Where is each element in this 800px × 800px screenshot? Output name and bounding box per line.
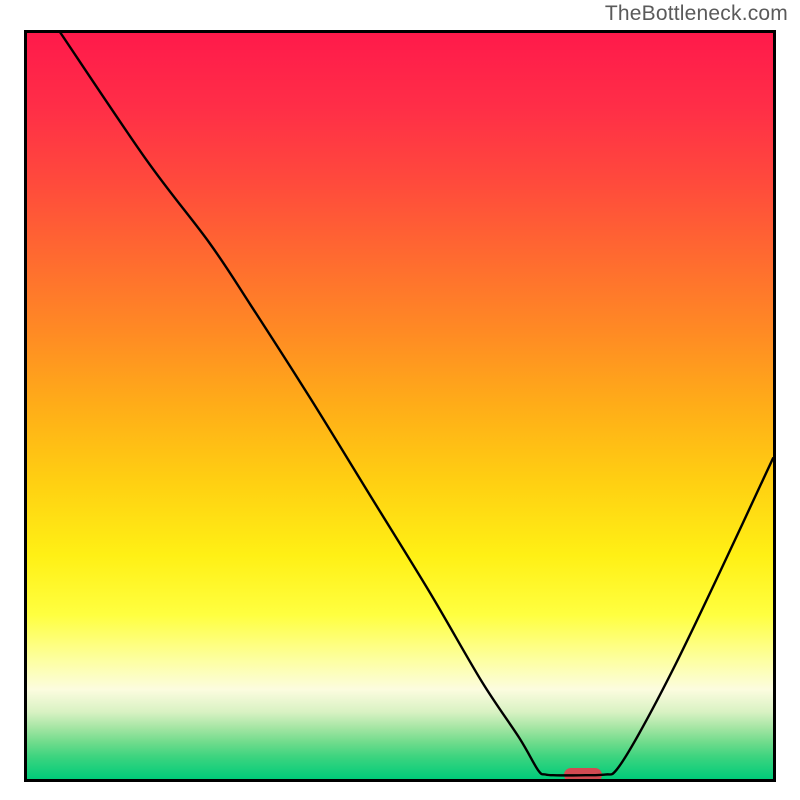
plot-area (27, 33, 773, 779)
watermark-text: TheBottleneck.com (605, 2, 788, 26)
bottleneck-curve (27, 33, 773, 779)
bottleneck-curve-path (61, 33, 773, 775)
